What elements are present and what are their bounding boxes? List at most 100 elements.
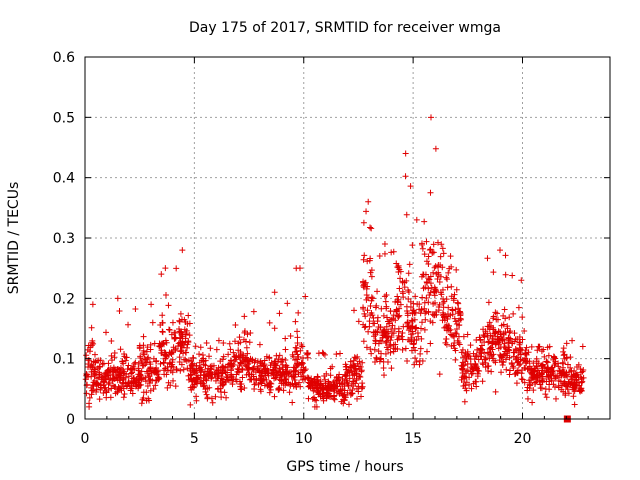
data-point — [512, 345, 519, 352]
data-point — [466, 374, 473, 381]
data-point — [503, 366, 510, 373]
data-point — [472, 360, 479, 367]
data-point — [240, 352, 247, 359]
data-point — [452, 318, 459, 325]
data-point — [142, 378, 149, 385]
data-point — [560, 345, 567, 352]
data-point — [256, 341, 263, 348]
data-point — [390, 315, 397, 322]
data-point — [170, 364, 177, 371]
data-point — [395, 264, 402, 271]
data-point — [280, 387, 287, 394]
data-point — [223, 394, 230, 401]
data-point — [441, 324, 448, 331]
data-point — [262, 365, 269, 372]
data-point — [209, 371, 216, 378]
data-point — [149, 319, 156, 326]
data-point — [365, 328, 372, 335]
data-point — [203, 391, 210, 398]
data-point — [460, 333, 467, 340]
data-point — [159, 328, 166, 335]
data-point — [233, 371, 240, 378]
data-point — [165, 302, 172, 309]
data-point — [500, 359, 507, 366]
data-point — [313, 377, 320, 384]
data-point — [276, 310, 283, 317]
data-point — [507, 367, 514, 374]
data-point — [189, 354, 196, 361]
data-point — [241, 313, 248, 320]
data-point — [443, 274, 450, 281]
data-point — [451, 333, 458, 340]
data-point — [552, 375, 559, 382]
data-point — [182, 349, 189, 356]
data-point — [408, 331, 415, 338]
data-point — [252, 369, 259, 376]
data-point — [177, 310, 184, 317]
x-tick-label: 0 — [81, 431, 90, 447]
data-point — [320, 384, 327, 391]
data-point — [380, 358, 387, 365]
data-point — [317, 393, 324, 400]
data-point — [511, 349, 518, 356]
data-point — [340, 400, 347, 407]
data-point — [448, 293, 455, 300]
data-point — [440, 314, 447, 321]
data-point — [114, 389, 121, 396]
data-point — [431, 264, 438, 271]
data-point — [383, 303, 390, 310]
data-point — [423, 348, 430, 355]
data-point — [111, 375, 118, 382]
data-point — [299, 354, 306, 361]
data-point — [564, 386, 571, 393]
data-point — [101, 385, 108, 392]
data-point — [526, 363, 533, 370]
data-point — [279, 356, 286, 363]
data-point — [500, 312, 507, 319]
data-point — [458, 349, 465, 356]
data-point — [164, 363, 171, 370]
data-point — [149, 377, 156, 384]
data-point — [296, 379, 303, 386]
data-point — [284, 300, 291, 307]
data-point — [232, 376, 239, 383]
data-point — [381, 372, 388, 379]
data-point — [440, 250, 447, 257]
data-point — [218, 394, 225, 401]
data-point — [217, 389, 224, 396]
data-point — [210, 362, 217, 369]
data-point — [524, 395, 531, 402]
data-point — [296, 265, 303, 272]
data-point — [165, 326, 172, 333]
data-point — [97, 357, 104, 364]
data-point — [248, 371, 255, 378]
data-point — [263, 376, 270, 383]
data-point — [432, 145, 439, 152]
data-point — [555, 363, 562, 370]
data-point — [321, 372, 328, 379]
x-tick-label: 10 — [295, 431, 313, 447]
data-point — [250, 365, 257, 372]
data-point — [518, 370, 525, 377]
data-point — [266, 389, 273, 396]
data-point — [105, 386, 112, 393]
data-point — [501, 306, 508, 313]
y-tick-label: 0.4 — [53, 171, 75, 187]
data-point — [199, 352, 206, 359]
data-point — [96, 396, 103, 403]
data-point — [125, 362, 132, 369]
data-point — [119, 366, 126, 373]
data-point — [171, 335, 178, 342]
data-point — [560, 348, 567, 355]
data-point — [445, 304, 452, 311]
data-point — [417, 345, 424, 352]
data-point — [511, 338, 518, 345]
data-point — [435, 303, 442, 310]
data-point — [400, 323, 407, 330]
data-point — [468, 364, 475, 371]
data-point — [192, 343, 199, 350]
data-point — [388, 365, 395, 372]
data-point — [157, 343, 164, 350]
data-point — [511, 330, 518, 337]
data-point — [314, 389, 321, 396]
